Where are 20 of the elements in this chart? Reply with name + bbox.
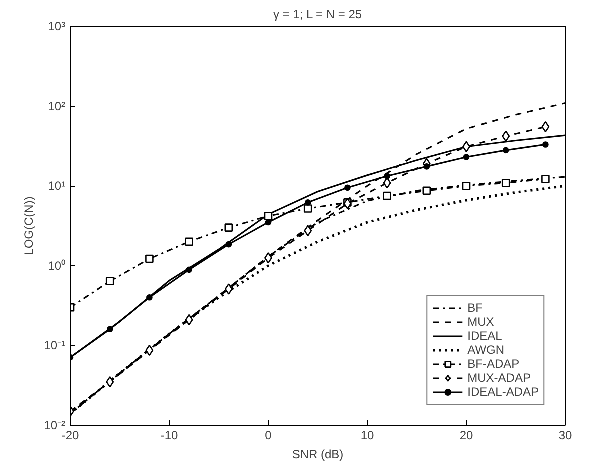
y-tick-label: 10⁰ [48, 258, 66, 273]
x-tick-label: 20 [460, 428, 474, 442]
legend-label: IDEAL-ADAP [468, 385, 539, 399]
x-tick-label: 0 [265, 428, 272, 442]
y-tick-label: 10⁻¹ [44, 338, 66, 353]
x-tick-label: 30 [558, 428, 572, 442]
x-axis-title: SNR (dB) [292, 448, 344, 462]
legend-label: IDEAL [468, 329, 502, 343]
chart-title: γ = 1; L = N = 25 [273, 8, 362, 22]
y-tick-label: 10³ [48, 20, 66, 34]
y-tick-label: 10¹ [48, 179, 66, 194]
y-tick-label: 10² [48, 99, 66, 114]
legend-label: MUX [468, 315, 494, 329]
legend-label: MUX-ADAP [468, 371, 531, 385]
y-axis-title: LOG(C(N)) [22, 196, 36, 256]
x-tick-label: 10 [360, 428, 374, 442]
legend-label: BF [468, 301, 484, 315]
legend-label: AWGN [468, 343, 505, 357]
legend-label: BF-ADAP [468, 357, 520, 371]
x-tick-label: -10 [160, 428, 178, 442]
